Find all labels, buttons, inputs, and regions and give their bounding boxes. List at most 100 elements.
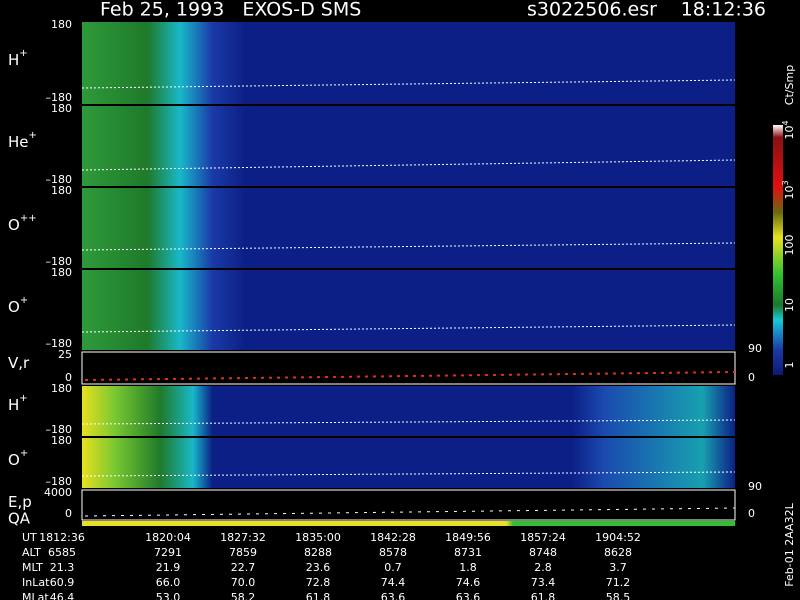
trace — [81, 419, 736, 425]
title: Feb 25, 1993 EXOS-D SMS — [100, 0, 361, 21]
row-label: MLT — [22, 561, 43, 574]
spectrogram — [82, 438, 735, 488]
cell: 1812:36 — [39, 531, 85, 544]
label-text: O — [8, 216, 20, 234]
colorbar-exp: 4 — [781, 120, 790, 125]
file-name: s3022506.esr — [527, 0, 657, 21]
cell: 58.2 — [231, 591, 256, 600]
label-text: E,p — [8, 493, 32, 511]
panel-label: O+ — [8, 295, 28, 316]
trace — [81, 242, 736, 251]
panel-label: E,p — [8, 493, 32, 511]
cell: 1857:24 — [520, 531, 566, 544]
trace — [81, 471, 736, 477]
colorbar-base: 100 — [783, 235, 796, 256]
colorbar-unit: Ct/Smp — [783, 65, 796, 105]
y-tick-label: –180 — [46, 255, 73, 268]
right-tick-label: 90 — [748, 480, 762, 493]
trace — [81, 159, 736, 171]
y-tick-label: –180 — [46, 423, 73, 436]
y-tick-label: –180 — [46, 91, 73, 104]
label-text: H — [8, 51, 19, 69]
cell: 2.8 — [534, 561, 552, 574]
colorbar-label: 1 — [783, 362, 796, 369]
label-sup: ++ — [20, 213, 37, 224]
y-tick-label: –180 — [46, 475, 73, 488]
colorbar-base: 1 — [783, 362, 796, 369]
cell: 71.2 — [606, 576, 631, 589]
y-tick-label: 4000 — [44, 486, 72, 499]
cell: 61.8 — [531, 591, 556, 600]
cell: 1904:52 — [595, 531, 641, 544]
cell: 74.4 — [381, 576, 406, 589]
cell: 7859 — [229, 546, 257, 559]
cell: 60.9 — [50, 576, 75, 589]
row-label: InLat — [22, 576, 50, 589]
y-tick-label: –180 — [46, 337, 73, 350]
cell: 7291 — [154, 546, 182, 559]
spectrogram — [82, 188, 735, 268]
cell: 1.8 — [459, 561, 477, 574]
cell: 22.7 — [231, 561, 256, 574]
cell: 72.8 — [306, 576, 331, 589]
colorbar-label: 100 — [783, 235, 796, 256]
cell: 6585 — [48, 546, 76, 559]
trace — [81, 324, 736, 333]
row-label: ALT — [22, 546, 41, 559]
cell: 1835:00 — [295, 531, 341, 544]
label-sup: + — [29, 130, 37, 141]
cell: 70.0 — [231, 576, 256, 589]
velocity-panel — [81, 351, 736, 385]
row-label: MLat — [22, 591, 49, 600]
label-sup: + — [20, 448, 28, 459]
panel-label: H+ — [8, 48, 28, 69]
panel-label: H+ — [8, 393, 28, 414]
colorbar-label: 103 — [781, 180, 797, 199]
colorbar-base: 10 — [783, 186, 796, 200]
cell: 8731 — [454, 546, 482, 559]
label-sup: + — [19, 48, 27, 59]
cell: 0.7 — [384, 561, 402, 574]
label-text: H — [8, 396, 19, 414]
spectrogram — [82, 22, 735, 104]
row-label: UT — [22, 531, 37, 544]
label-text: V,r — [8, 354, 30, 372]
spectrogram — [82, 270, 735, 350]
energy-trace — [84, 507, 736, 517]
colorbar-exp: 3 — [781, 180, 790, 185]
cell: 63.6 — [381, 591, 406, 600]
cell: 1827:32 — [220, 531, 266, 544]
y-tick-label: 180 — [51, 382, 72, 395]
panel-label: V,r — [8, 354, 30, 372]
label-sup: + — [19, 393, 27, 404]
y-tick-label: 180 — [51, 102, 72, 115]
panel-label: QA — [8, 510, 31, 528]
cell: 1820:04 — [145, 531, 191, 544]
panel-label: He+ — [8, 130, 37, 151]
spectrogram — [82, 106, 735, 186]
colorbar-label: 10 — [783, 298, 796, 312]
y-tick-label: 180 — [51, 266, 72, 279]
right-tick-label: 0 — [748, 371, 755, 384]
panel-label: O+ — [8, 448, 28, 469]
cell: 23.6 — [306, 561, 331, 574]
cell: 8578 — [379, 546, 407, 559]
cell: 8288 — [304, 546, 332, 559]
cell: 21.3 — [50, 561, 75, 574]
colorbar — [773, 125, 783, 375]
cell: 8748 — [529, 546, 557, 559]
cell: 3.7 — [609, 561, 627, 574]
cell: 46.4 — [50, 591, 75, 600]
cell: 61.8 — [306, 591, 331, 600]
time: 18:12:36 — [681, 0, 766, 21]
panel-label: O++ — [8, 213, 37, 234]
side-note: Feb-01 2AA32L — [783, 502, 796, 586]
y-tick-label: 180 — [51, 434, 72, 447]
cell: 53.0 — [156, 591, 181, 600]
colorbar-base: 10 — [783, 298, 796, 312]
y-tick-label: 0 — [65, 371, 72, 384]
cell: 63.6 — [456, 591, 481, 600]
cell: 66.0 — [156, 576, 181, 589]
